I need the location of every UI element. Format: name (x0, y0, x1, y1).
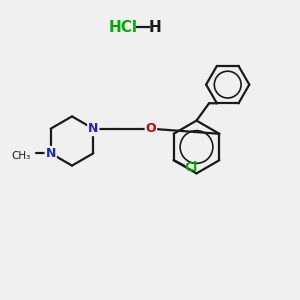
Text: Cl: Cl (184, 160, 197, 174)
Text: N: N (46, 147, 56, 160)
Text: CH₃: CH₃ (11, 151, 31, 161)
Text: H: H (149, 20, 162, 34)
Text: N: N (88, 122, 98, 135)
Text: HCl: HCl (109, 20, 137, 34)
Text: O: O (146, 122, 156, 135)
